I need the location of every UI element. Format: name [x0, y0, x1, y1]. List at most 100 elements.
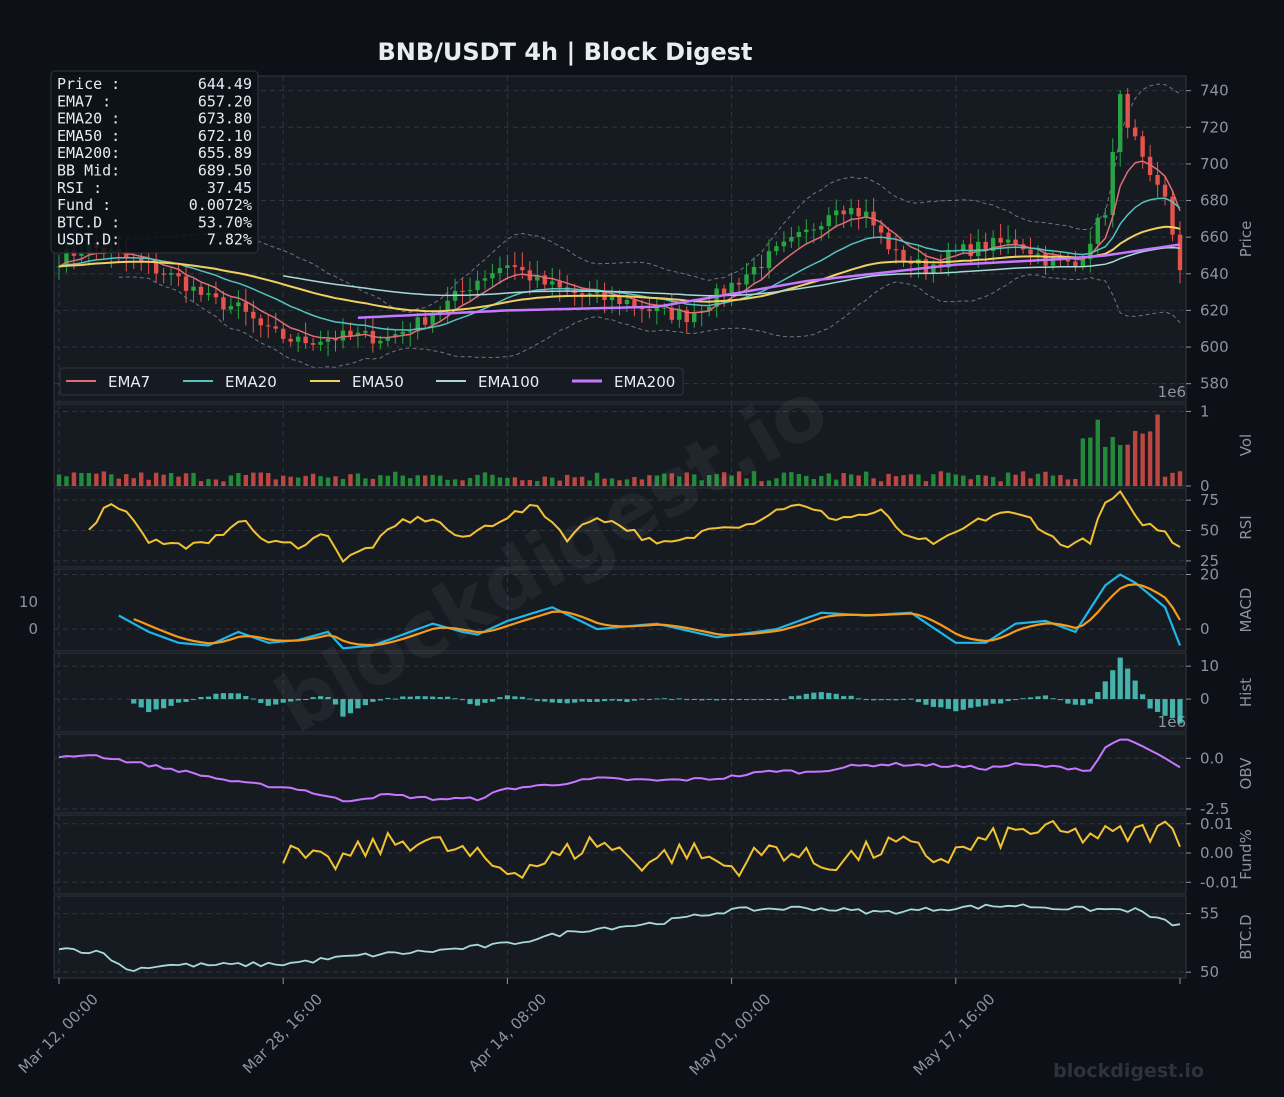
- info-label: EMA7 :: [57, 92, 111, 110]
- hist-bar: [1095, 692, 1101, 700]
- hist-bar: [833, 693, 839, 700]
- hist-bar: [1102, 681, 1108, 700]
- volume-bar: [923, 481, 929, 486]
- panel-frame: [53, 403, 1187, 487]
- volume-bar: [176, 476, 181, 486]
- info-label: RSI :: [57, 179, 102, 197]
- legend-label: EMA200: [614, 373, 675, 391]
- candle-body: [759, 266, 764, 269]
- hist-bar: [534, 699, 540, 702]
- hist-bar: [788, 696, 794, 700]
- hist-bar: [856, 698, 862, 700]
- volume-bar: [751, 471, 757, 486]
- info-value: 0.0072%: [189, 196, 252, 214]
- volume-bar: [1080, 438, 1086, 486]
- candle-body: [789, 237, 794, 242]
- hist-bars: [131, 657, 1183, 724]
- volume-bar: [400, 475, 405, 486]
- hist-bar: [1005, 699, 1011, 702]
- candle-body: [303, 336, 308, 344]
- info-value: 37.45: [207, 179, 252, 197]
- volume-bar: [1005, 472, 1011, 486]
- info-label: Fund :: [57, 196, 111, 214]
- y-tick-label: -2.5: [1200, 800, 1229, 818]
- candle-body: [976, 241, 981, 257]
- volume-bar: [550, 477, 555, 486]
- candle-body: [946, 249, 951, 268]
- volume-bar: [497, 477, 503, 486]
- panel-volume: 0 1 Vol: [53, 402, 1255, 495]
- y-axis-label: BTC.D: [1237, 914, 1255, 959]
- volume-bar: [378, 475, 383, 486]
- hist-bar: [1125, 668, 1131, 700]
- volume-bar: [310, 473, 316, 486]
- candle-body: [512, 265, 518, 267]
- hist-bar: [736, 699, 742, 701]
- volume-bar: [512, 477, 518, 486]
- volume-bar: [961, 475, 966, 486]
- volume-bar: [901, 475, 906, 486]
- volume-bar: [1177, 471, 1183, 486]
- y-tick-label: 700: [1200, 155, 1229, 173]
- candle-body: [1170, 196, 1175, 235]
- hist-bar: [1080, 699, 1086, 706]
- volume-bar: [251, 472, 256, 486]
- candle-body: [557, 281, 562, 288]
- volume-bar: [1110, 437, 1115, 486]
- hist-bar: [258, 699, 264, 703]
- hist-bar: [146, 699, 152, 713]
- volume-bar: [228, 475, 234, 486]
- panel-frame: [53, 652, 1187, 733]
- volume-bar: [370, 478, 376, 486]
- volume-bar: [408, 478, 413, 486]
- volume-bar: [863, 471, 869, 486]
- candle-body: [1088, 243, 1093, 260]
- volume-bar: [692, 474, 697, 486]
- candle-body: [385, 337, 391, 341]
- hist-bar: [213, 693, 219, 700]
- hist-bar: [519, 696, 525, 700]
- candle-body: [430, 315, 435, 325]
- volume-bar: [355, 473, 361, 486]
- candle-body: [1162, 184, 1168, 197]
- candle-body: [983, 241, 988, 251]
- volume-bar: [161, 474, 166, 486]
- hist-bar: [661, 698, 667, 700]
- candle-body: [378, 340, 383, 344]
- volume-bar: [1073, 479, 1078, 486]
- volume-bar: [258, 472, 263, 486]
- volume-bar: [564, 474, 570, 486]
- volume-bar: [415, 475, 420, 486]
- hist-bar: [863, 699, 869, 701]
- info-value: 53.70%: [198, 213, 252, 231]
- hist-bar: [557, 699, 563, 703]
- info-value: 644.49: [198, 75, 252, 93]
- volume-bar: [1043, 471, 1048, 486]
- hist-bar: [1072, 699, 1078, 705]
- hist-bar: [975, 699, 981, 707]
- y-axis-label: Fund%: [1237, 829, 1255, 880]
- candle-body: [1095, 217, 1100, 244]
- volume-bar: [624, 479, 630, 486]
- volume-bar: [221, 481, 226, 486]
- y-tick-label: 740: [1200, 82, 1229, 100]
- candle-body: [266, 325, 271, 327]
- hist-bar: [445, 696, 451, 700]
- obv-line: [58, 738, 1181, 803]
- panel-frame: [53, 895, 1187, 979]
- hist-bar: [549, 699, 555, 703]
- volume-bar: [1020, 471, 1026, 486]
- hist-bar: [1117, 657, 1123, 700]
- candle-body: [908, 262, 914, 264]
- ema50-line: [58, 225, 1181, 313]
- hist-bar: [317, 696, 324, 700]
- candle-body: [288, 338, 293, 342]
- volume-bar: [505, 477, 510, 486]
- hist-bar: [205, 696, 212, 700]
- info-value: 657.20: [198, 92, 252, 110]
- hist-bar: [497, 697, 503, 700]
- volume-bar: [1035, 473, 1041, 486]
- hist-bar: [998, 699, 1004, 704]
- hist-bar: [437, 697, 443, 700]
- volume-bar: [475, 474, 480, 486]
